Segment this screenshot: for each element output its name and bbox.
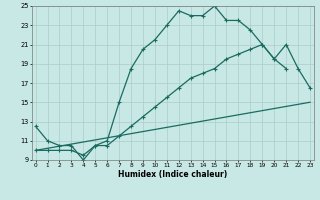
X-axis label: Humidex (Indice chaleur): Humidex (Indice chaleur) (118, 170, 228, 179)
